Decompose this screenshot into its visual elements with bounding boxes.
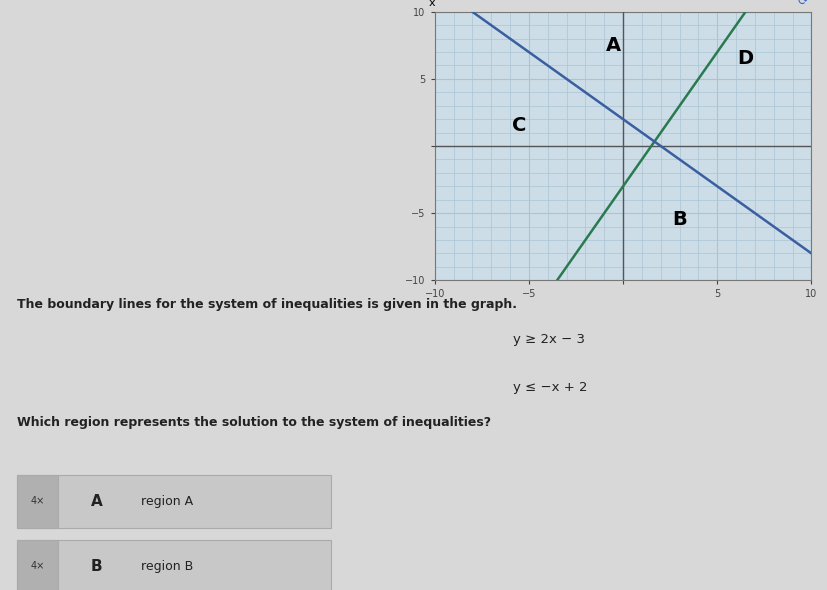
FancyBboxPatch shape — [17, 540, 331, 590]
FancyBboxPatch shape — [17, 475, 58, 528]
Text: 4×: 4× — [30, 562, 45, 571]
FancyBboxPatch shape — [17, 475, 331, 528]
Text: B: B — [672, 211, 686, 230]
Text: D: D — [737, 50, 753, 68]
Text: A: A — [605, 36, 620, 55]
Text: The boundary lines for the system of inequalities is given in the graph.: The boundary lines for the system of ine… — [17, 298, 516, 311]
Text: region B: region B — [141, 560, 193, 573]
Text: y ≤ −x + 2: y ≤ −x + 2 — [513, 381, 587, 394]
Text: ⟳: ⟳ — [796, 0, 806, 8]
Text: Which region represents the solution to the system of inequalities?: Which region represents the solution to … — [17, 416, 490, 429]
Text: C: C — [512, 116, 526, 135]
Text: x: x — [428, 0, 435, 8]
Text: region A: region A — [141, 495, 193, 508]
Text: 4×: 4× — [30, 497, 45, 506]
Text: y ≥ 2x − 3: y ≥ 2x − 3 — [513, 333, 585, 346]
FancyBboxPatch shape — [17, 540, 58, 590]
Text: A: A — [91, 494, 103, 509]
Text: B: B — [91, 559, 103, 574]
